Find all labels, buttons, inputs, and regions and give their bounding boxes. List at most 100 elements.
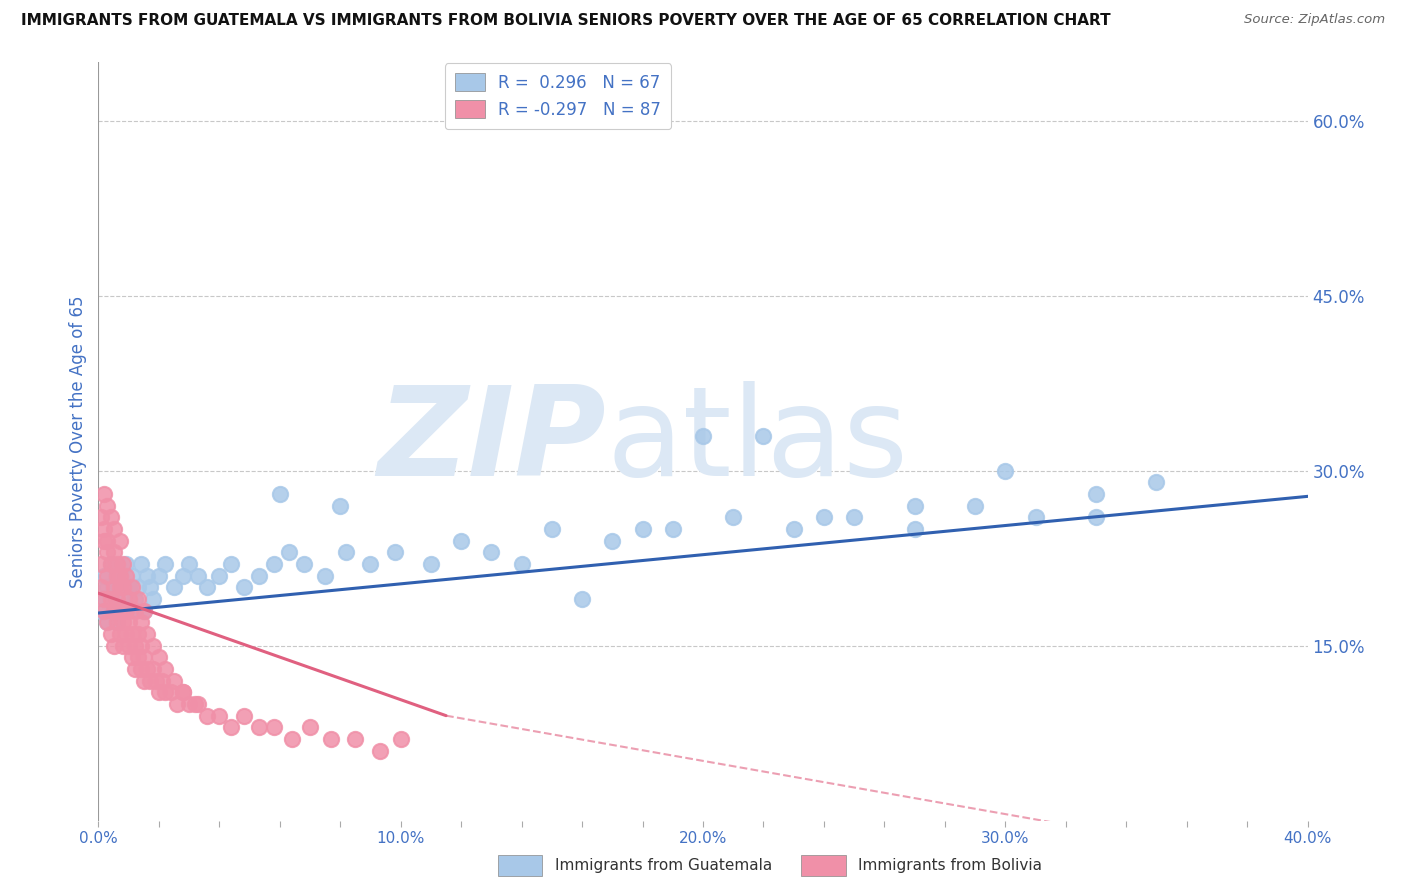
Point (184, 697, 207, 711)
Point (142, 639, 165, 653)
Point (904, 499, 927, 513)
Point (1085, 487, 1108, 501)
Point (108, 627, 131, 641)
Point (481, 545, 503, 559)
Point (132, 604, 155, 618)
Y-axis label: Seniors Poverty Over the Age of 65: Seniors Poverty Over the Age of 65 (69, 295, 87, 588)
Point (105, 615, 128, 630)
Point (105, 615, 128, 630)
Point (100, 627, 122, 641)
Point (108, 568, 131, 582)
Point (114, 627, 136, 641)
Point (420, 557, 443, 571)
Text: ZIP: ZIP (378, 381, 606, 502)
Point (148, 685, 170, 699)
Text: Immigrants from Guatemala: Immigrants from Guatemala (554, 858, 772, 872)
Point (100, 592, 122, 607)
Point (148, 568, 170, 582)
Point (163, 673, 186, 688)
Point (179, 697, 201, 711)
Point (100, 510, 122, 524)
Point (752, 428, 775, 442)
Point (232, 580, 254, 594)
Point (96, 568, 118, 582)
Point (103, 604, 125, 618)
Point (124, 592, 146, 607)
Point (135, 627, 157, 641)
Point (335, 545, 357, 559)
Point (108, 580, 131, 594)
Point (103, 580, 125, 594)
Point (631, 522, 654, 536)
Point (121, 580, 143, 594)
Point (135, 568, 157, 582)
Point (187, 697, 209, 711)
Point (389, 731, 412, 746)
Point (121, 627, 143, 641)
Point (96, 499, 118, 513)
Text: Immigrants from Bolivia: Immigrants from Bolivia (858, 858, 1042, 872)
Point (105, 568, 128, 582)
Point (132, 673, 155, 688)
Point (96, 533, 118, 548)
Point (281, 731, 304, 746)
Point (129, 615, 152, 630)
Point (108, 580, 131, 594)
Point (360, 557, 382, 571)
Point (100, 557, 122, 571)
Point (965, 499, 987, 513)
Point (90, 510, 112, 524)
Point (661, 522, 683, 536)
Point (208, 568, 231, 582)
Point (368, 744, 391, 758)
Point (166, 697, 188, 711)
Point (299, 720, 322, 734)
Point (321, 731, 343, 746)
Point (132, 650, 155, 665)
Point (118, 592, 141, 607)
Point (994, 464, 1017, 478)
Point (111, 639, 134, 653)
Point (221, 720, 243, 734)
Point (127, 580, 149, 594)
Point (124, 639, 146, 653)
Point (142, 662, 165, 676)
Point (187, 568, 209, 582)
Point (103, 580, 125, 594)
Point (100, 592, 122, 607)
Point (118, 604, 141, 618)
Point (247, 720, 270, 734)
Point (384, 545, 406, 559)
Text: Source: ZipAtlas.com: Source: ZipAtlas.com (1244, 13, 1385, 27)
Point (571, 592, 593, 607)
Point (232, 708, 254, 723)
Point (121, 568, 143, 582)
Point (127, 650, 149, 665)
Point (160, 685, 183, 699)
Point (450, 533, 472, 548)
Point (90, 604, 112, 618)
Point (510, 557, 533, 571)
Point (96, 545, 118, 559)
FancyBboxPatch shape (801, 855, 846, 876)
Point (90, 557, 112, 571)
Legend: R =  0.296   N = 67, R = -0.297   N = 87: R = 0.296 N = 67, R = -0.297 N = 87 (444, 63, 671, 128)
Point (103, 639, 125, 653)
Point (129, 557, 152, 571)
Point (145, 673, 167, 688)
Point (172, 685, 194, 699)
Point (111, 580, 134, 594)
Point (172, 568, 194, 582)
Point (139, 673, 162, 688)
Point (195, 580, 218, 594)
Point (121, 650, 143, 665)
Point (108, 604, 131, 618)
Point (96, 615, 118, 630)
Point (93, 533, 115, 548)
Point (208, 708, 231, 723)
Point (153, 557, 176, 571)
Point (1024, 510, 1046, 524)
Point (118, 639, 141, 653)
FancyBboxPatch shape (498, 855, 543, 876)
Point (844, 510, 866, 524)
